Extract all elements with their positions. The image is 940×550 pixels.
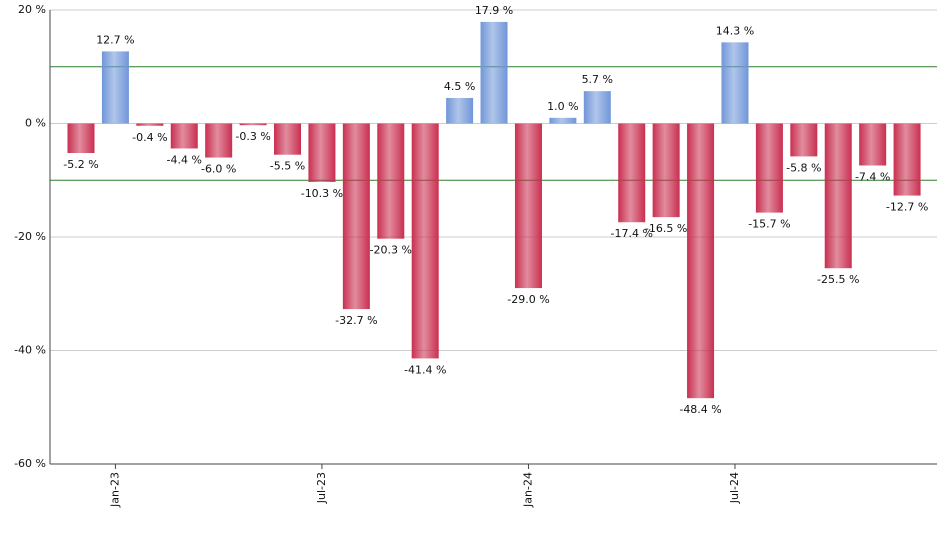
bar: [205, 123, 233, 158]
value-label: -25.5 %: [817, 273, 859, 286]
value-label: -16.5 %: [645, 222, 687, 235]
bar: [308, 123, 336, 182]
y-tick-label: 0 %: [25, 117, 46, 130]
bar: [859, 123, 887, 166]
bar: [755, 123, 783, 213]
value-label: -41.4 %: [404, 363, 446, 376]
bar: [170, 123, 198, 149]
value-label: -0.4 %: [132, 131, 167, 144]
value-label: 12.7 %: [96, 33, 134, 46]
x-tick-label: Jul-24: [728, 472, 741, 504]
bar: [618, 123, 646, 223]
y-tick-label: -40 %: [14, 344, 46, 357]
value-label: 17.9 %: [475, 4, 513, 17]
value-label: -29.0 %: [507, 293, 549, 306]
x-tick-label: Jan-24: [521, 472, 534, 508]
bar: [721, 42, 749, 124]
bar: [377, 123, 405, 239]
bar: [514, 123, 542, 289]
bar: [446, 97, 474, 124]
bar: [549, 117, 577, 124]
value-label: -12.7 %: [886, 201, 928, 214]
bar: [239, 123, 267, 126]
value-label: -5.5 %: [270, 160, 305, 173]
bar: [687, 123, 715, 399]
x-tick-label: Jul-23: [315, 472, 328, 504]
value-label: -6.0 %: [201, 163, 236, 176]
bar: [411, 123, 439, 359]
bar: [480, 21, 508, 124]
bar: [652, 123, 680, 218]
value-label: 14.3 %: [716, 24, 754, 37]
value-label: -17.4 %: [611, 227, 653, 240]
bar: [824, 123, 852, 269]
value-label: -10.3 %: [301, 187, 343, 200]
bar: [790, 123, 818, 157]
value-label: -4.4 %: [167, 153, 202, 166]
y-tick-label: -20 %: [14, 230, 46, 243]
value-label: -15.7 %: [748, 218, 790, 231]
value-label: -5.2 %: [63, 158, 98, 171]
bar: [893, 123, 921, 196]
value-label: 5.7 %: [582, 73, 613, 86]
value-label: -0.3 %: [235, 130, 270, 143]
value-label: -20.3 %: [370, 244, 412, 257]
bar: [583, 91, 611, 124]
y-tick-label: 20 %: [18, 3, 46, 16]
value-label: -32.7 %: [335, 314, 377, 327]
value-label: 4.5 %: [444, 80, 475, 93]
x-tick-label: Jan-23: [108, 472, 121, 508]
y-tick-label: -60 %: [14, 457, 46, 470]
value-label: -7.4 %: [855, 170, 890, 183]
bar: [67, 123, 95, 154]
bar: [101, 51, 129, 124]
bar: [274, 123, 302, 155]
value-label: -5.8 %: [786, 161, 821, 174]
bar: [136, 123, 164, 126]
bar: [342, 123, 370, 310]
value-label: -48.4 %: [679, 403, 721, 416]
value-label: 1.0 %: [547, 100, 578, 113]
